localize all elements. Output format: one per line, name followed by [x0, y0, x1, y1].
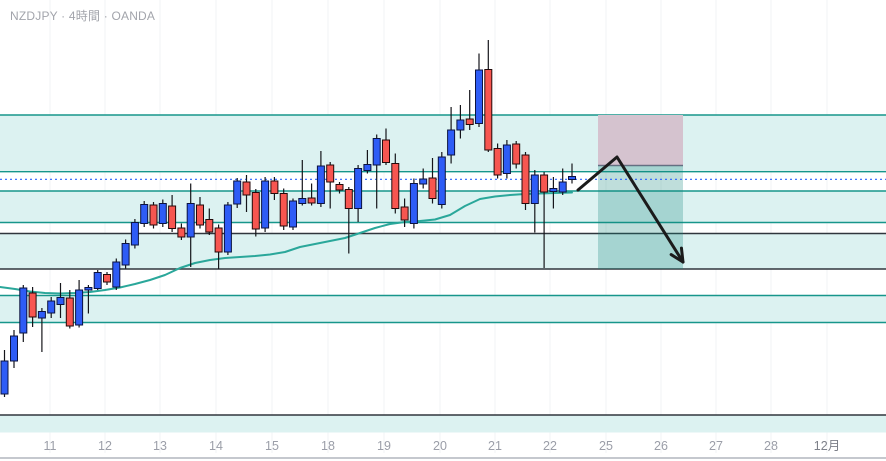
candle-body-down	[391, 163, 400, 209]
x-axis-label[interactable]: 26	[654, 439, 668, 453]
candle-body-up	[558, 181, 567, 193]
candle-body-down	[251, 192, 260, 230]
candle-body-down	[242, 181, 251, 196]
candle-body-down	[279, 193, 288, 227]
candle-body-up	[419, 178, 428, 185]
candle-body-down	[28, 292, 37, 318]
candle-body-down	[493, 148, 502, 176]
candle-body-up	[549, 188, 558, 192]
candle-body-down	[326, 164, 335, 183]
moving-average-line[interactable]	[0, 191, 573, 295]
candle-body-down	[428, 177, 437, 199]
candle-body-down	[196, 204, 204, 226]
candle-body-up	[19, 287, 28, 334]
candle-body-down	[205, 219, 214, 233]
x-axis-label[interactable]: 21	[488, 439, 502, 453]
x-axis-label[interactable]: 12月	[814, 439, 840, 453]
price-band	[0, 295, 886, 323]
candle-body-up	[354, 168, 363, 209]
candle-body-up	[261, 180, 270, 229]
candle-body-down	[540, 174, 549, 193]
trend-arrow-head	[679, 246, 685, 264]
candle-body-down	[65, 297, 74, 327]
candle-body-up	[56, 297, 65, 305]
projection-risk-box[interactable]	[598, 115, 683, 166]
candle-body-up	[158, 203, 167, 224]
x-axis-label[interactable]: 27	[709, 439, 723, 453]
trend-arrow[interactable]	[576, 155, 685, 264]
candle-body-up	[75, 289, 84, 326]
x-axis-label[interactable]: 13	[153, 439, 167, 453]
candle-body-down	[103, 274, 111, 283]
x-axis-label[interactable]: 18	[321, 439, 335, 453]
candle-body-down	[214, 227, 223, 253]
candle-body-down	[521, 154, 530, 204]
candle-body-down	[400, 206, 409, 221]
x-axis-label[interactable]: 12	[98, 439, 112, 453]
candle-body-down	[307, 197, 316, 204]
candle-body-up	[130, 222, 139, 246]
candle-body-up	[409, 183, 418, 224]
candle-body-up	[10, 335, 18, 362]
candle-body-up	[140, 204, 149, 224]
x-axis-label[interactable]: 19	[377, 439, 391, 453]
candle-body-up	[93, 272, 102, 289]
candle-body-up	[475, 69, 483, 124]
x-axis-label[interactable]: 25	[599, 439, 613, 453]
candle-body-down	[335, 184, 344, 191]
trend-arrow-head	[669, 253, 685, 264]
candle-body-up	[84, 287, 93, 291]
x-axis-label[interactable]: 14	[209, 439, 223, 453]
candle-body-up	[502, 144, 511, 174]
candle-body-up	[121, 243, 130, 266]
candle-body-up	[363, 164, 372, 171]
candle-body-up	[530, 174, 539, 204]
candle-body-up	[37, 311, 46, 319]
candle-body-down	[344, 189, 353, 209]
candle-body-up	[47, 300, 56, 314]
candle-body-up	[0, 360, 9, 395]
x-axis-label[interactable]: 28	[764, 439, 778, 453]
x-axis-label[interactable]: 11	[44, 439, 57, 453]
price-band	[0, 415, 886, 433]
candle-body-up	[233, 180, 242, 205]
candle-body-down	[382, 139, 390, 163]
candle-body-up	[456, 119, 465, 131]
x-axis-label[interactable]: 20	[433, 439, 447, 453]
candle-body-down	[512, 143, 521, 165]
candle-body-up	[223, 204, 232, 253]
candle-body-up	[112, 261, 121, 288]
candle-body-up	[437, 156, 446, 205]
candle-body-down	[484, 69, 493, 151]
candle-body-down	[270, 180, 279, 194]
x-axis-label[interactable]: 22	[543, 439, 557, 453]
candle-body-down	[149, 204, 158, 226]
projection-target-box[interactable]	[598, 165, 683, 270]
candle-body-up	[298, 198, 307, 204]
candle-body-up	[289, 200, 297, 228]
candle-body-up	[316, 165, 325, 204]
symbol-title: NZDJPY · 4時間 · OANDA	[10, 9, 156, 23]
candle-body-down	[177, 227, 186, 238]
candle-body-up	[447, 129, 456, 156]
candle-body-down	[168, 205, 177, 229]
candle-body-up	[372, 138, 381, 166]
candle-body-up	[186, 203, 195, 238]
x-axis-label[interactable]: 15	[265, 439, 279, 453]
candle-body-up	[568, 176, 576, 180]
price-band	[0, 233, 886, 269]
candle-body-down	[465, 118, 474, 125]
